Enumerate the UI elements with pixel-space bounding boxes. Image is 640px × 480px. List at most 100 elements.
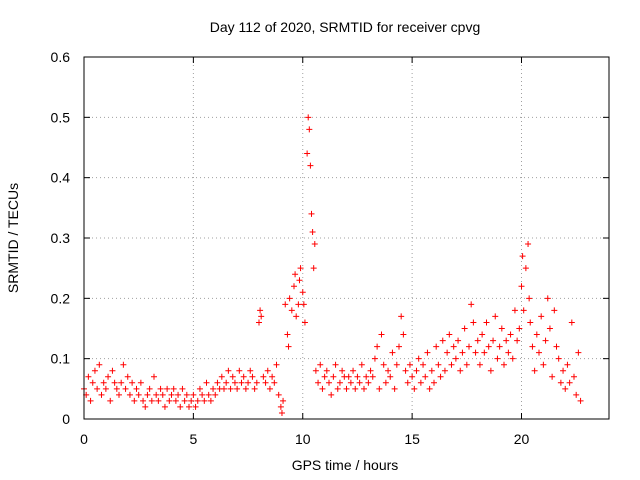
data-point [417, 379, 424, 386]
data-point [315, 379, 322, 386]
data-point [247, 367, 254, 374]
data-point [157, 385, 164, 392]
data-point [326, 379, 332, 386]
data-point [520, 307, 527, 314]
data-point [371, 355, 378, 362]
data-point [234, 385, 241, 392]
data-point [455, 337, 462, 344]
data-point [126, 391, 133, 398]
data-point [422, 373, 429, 380]
x-tick-label: 15 [404, 431, 420, 447]
data-point [168, 391, 175, 398]
data-point [291, 283, 297, 290]
data-point [347, 379, 354, 386]
data-point [365, 379, 372, 386]
data-point [155, 397, 162, 404]
data-point [540, 361, 547, 368]
data-point [260, 373, 267, 380]
data-point [573, 391, 580, 398]
grid-layer [84, 57, 609, 419]
data-point [309, 228, 316, 235]
data-point [481, 349, 488, 356]
data-point [457, 367, 464, 374]
data-point [568, 319, 575, 326]
data-point [181, 397, 188, 404]
data-point [144, 391, 151, 398]
data-point [507, 331, 514, 338]
data-point [450, 343, 457, 350]
data-point [105, 373, 112, 380]
data-point [518, 283, 525, 290]
x-tick-label: 5 [189, 431, 197, 447]
data-point [194, 397, 201, 404]
data-point [236, 367, 243, 374]
data-point [280, 397, 287, 404]
data-point [413, 367, 420, 374]
data-point [555, 355, 562, 362]
data-point [304, 150, 311, 157]
data-point [277, 403, 284, 410]
data-point [179, 385, 186, 392]
data-point [146, 385, 153, 392]
data-point [111, 379, 118, 386]
y-tick-label: 0.5 [51, 109, 71, 125]
data-point [376, 385, 383, 392]
data-point [409, 373, 416, 380]
data-point [549, 373, 556, 380]
data-point [435, 361, 442, 368]
data-point [544, 295, 551, 302]
data-point [566, 379, 573, 386]
data-point [358, 361, 365, 368]
data-point [382, 379, 389, 386]
data-point [557, 379, 564, 386]
data-point [120, 361, 127, 368]
data-point [221, 385, 227, 392]
data-point [352, 385, 359, 392]
data-point [91, 367, 98, 374]
data-point [188, 397, 195, 404]
data-point [538, 313, 545, 320]
data-point [273, 361, 280, 368]
data-point [560, 367, 567, 374]
ticks-layer: 0 0.1 0.2 0.3 0.4 0.5 0.6 0 5 10 15 20 [51, 49, 609, 447]
y-tick-label: 0.4 [51, 170, 71, 186]
data-point [389, 349, 396, 356]
data-point [511, 307, 518, 314]
data-point [531, 367, 538, 374]
data-point [113, 385, 120, 392]
data-point [437, 373, 444, 380]
x-tick-label: 0 [80, 431, 88, 447]
data-point [256, 319, 262, 326]
data-point [214, 379, 221, 386]
data-point [312, 367, 319, 374]
data-point [133, 385, 140, 392]
data-point [452, 355, 459, 362]
data-point [575, 349, 582, 356]
data-point [519, 253, 526, 260]
data-point [378, 331, 385, 338]
data-point [264, 367, 271, 374]
data-point [487, 367, 494, 374]
data-point [490, 337, 497, 344]
data-point [553, 343, 560, 350]
data-point [369, 373, 376, 380]
data-point [299, 289, 306, 296]
data-point [542, 337, 549, 344]
data-point [472, 349, 479, 356]
data-point [330, 373, 337, 380]
data-point [468, 301, 475, 308]
data-point [225, 367, 232, 374]
data-point [151, 373, 157, 380]
data-point [257, 307, 264, 314]
data-point [310, 265, 317, 272]
data-point [296, 277, 303, 284]
data-point [306, 126, 313, 133]
y-tick-label: 0.6 [51, 49, 71, 65]
data-point [492, 313, 499, 320]
data-point [529, 343, 536, 350]
data-point [196, 385, 203, 392]
data-point [307, 162, 314, 169]
data-point [328, 391, 335, 398]
data-point [509, 355, 516, 362]
data-point [367, 367, 374, 374]
